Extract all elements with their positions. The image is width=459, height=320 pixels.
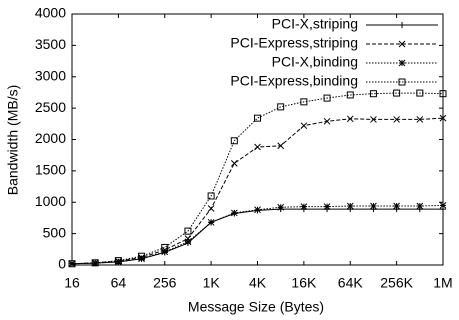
legend-marker [398,59,406,67]
marker [277,142,285,150]
x-tick-label: 64 [111,275,127,291]
marker [91,259,99,267]
legend-marker [399,22,405,28]
legend-item: PCI-X,binding [272,54,438,70]
marker [207,218,215,226]
marker [393,89,401,97]
marker [346,115,354,123]
x-tick-label: 1K [203,275,221,291]
x-tick-label: 16K [291,275,317,291]
legend-item: PCI-Express,striping [230,35,438,51]
x-tick-label: 64K [338,275,364,291]
marker [416,89,424,97]
y-tick-label: 1500 [35,162,66,178]
marker [416,116,424,123]
marker [184,238,192,246]
marker [68,260,76,268]
marker [230,209,238,217]
x-tick-label: 256 [153,275,177,291]
x-axis-label: Message Size (Bytes) [188,299,324,315]
marker [323,117,331,125]
y-tick-label: 4000 [35,5,66,21]
marker [346,91,354,99]
marker [439,114,447,122]
legend-item: PCI-X,striping [272,16,438,32]
y-tick-label: 0 [58,256,66,272]
legend-item: PCI-Express,binding [230,73,438,89]
marker [207,205,215,212]
marker [91,259,99,267]
marker [184,227,192,235]
series-line [71,204,444,265]
series-line [71,208,443,265]
marker [254,206,261,214]
marker [370,202,377,210]
marker [277,203,285,211]
x-tick-label: 4K [249,275,267,291]
plot-frame [71,13,444,266]
y-tick-label: 1000 [35,193,66,209]
marker [114,257,122,265]
marker [230,159,238,167]
marker [393,202,400,210]
legend-label: PCI-Express,binding [230,73,358,89]
series-line [71,117,444,265]
y-tick-label: 3000 [35,67,66,83]
marker [346,202,354,210]
y-axis-label: Bandwidth (MB/s) [5,85,21,195]
x-tick-label: 16 [64,275,80,291]
marker [439,90,447,98]
marker [254,143,261,151]
marker [230,137,238,145]
legend-label: PCI-X,striping [272,16,358,32]
y-tick-label: 500 [43,224,67,240]
marker [393,116,400,123]
marker [184,235,192,242]
legend-label: PCI-X,binding [272,54,358,70]
marker [277,103,285,111]
marker [207,192,215,200]
marker [254,114,261,122]
marker [439,202,447,209]
marker [369,90,377,98]
y-tick-label: 2000 [35,130,66,146]
marker [115,258,122,266]
legend-marker [398,40,406,48]
marker [300,203,308,210]
x-tick-label: 256K [380,275,413,291]
series-line [71,92,444,265]
legend-label: PCI-Express,striping [230,35,358,51]
x-tick-label: 1M [433,275,452,291]
marker [300,98,308,106]
marker [161,248,169,256]
marker [370,116,377,123]
marker [300,122,308,130]
y-tick-label: 2500 [35,99,66,115]
y-tick-label: 3500 [35,36,66,52]
marker [323,203,331,210]
legend-marker [398,78,406,86]
marker [161,243,169,251]
marker [323,94,331,102]
marker [416,202,424,210]
marker [138,252,146,260]
